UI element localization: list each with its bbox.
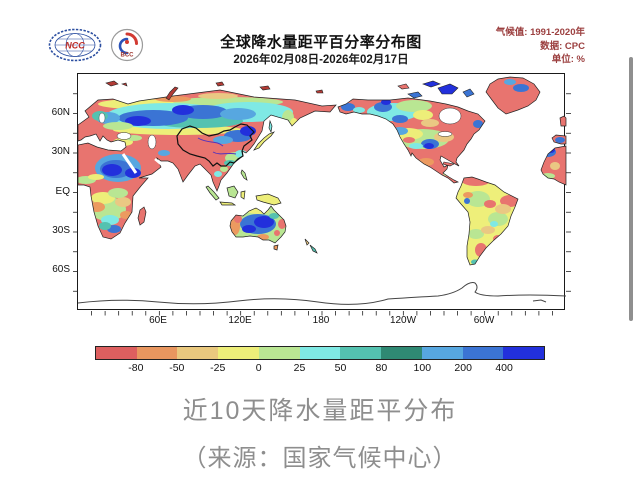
- meta-unit: 单位: %: [551, 54, 585, 65]
- lon-label-120e: 120E: [228, 315, 252, 326]
- colorbar-segment: [177, 347, 219, 359]
- ncc-logo-text: NCC: [65, 41, 85, 51]
- colorbar-segment: [340, 347, 382, 359]
- colorbar: [95, 346, 545, 360]
- world-map-frame: [73, 73, 571, 316]
- colorbar-label: -80: [128, 362, 144, 374]
- meta-data-source: 数据: CPC: [540, 40, 585, 52]
- colorbar-segment: [503, 347, 545, 359]
- colorbar-segment: [421, 347, 463, 359]
- colorbar-label: 50: [334, 362, 347, 374]
- lat-label-30s: 30S: [52, 225, 70, 236]
- lon-label-120w: 120W: [389, 315, 417, 326]
- colorbar-segment: [96, 347, 137, 359]
- meta-climatology: 气候值: 1991-2020年: [495, 27, 585, 38]
- colorbar-segment: [462, 347, 504, 359]
- ncc-logo: NCC: [48, 28, 102, 62]
- colorbar-label: -50: [169, 362, 185, 374]
- page-scrollbar[interactable]: [629, 57, 633, 321]
- colorbar-label: 100: [413, 362, 432, 374]
- colorbar-label: 400: [495, 362, 513, 374]
- lon-label-60w: 60W: [473, 315, 495, 326]
- colorbar-label: 25: [293, 362, 306, 374]
- lon-label-60e: 60E: [149, 315, 167, 326]
- meta-block: 气候值: 1991-2020年 数据: CPC 单位: %: [496, 26, 585, 67]
- lat-label-60n: 60N: [51, 107, 70, 118]
- colorbar-labels: -80 -50 -25 0 25 50 80 100 200 400: [95, 362, 545, 376]
- lon-label-180: 180: [312, 315, 330, 326]
- bcc-logo: BCC: [110, 28, 144, 62]
- colorbar-segment: [381, 347, 422, 359]
- map-title: 全球降水量距平百分率分布图: [220, 34, 422, 51]
- colorbar-label: 0: [255, 362, 262, 374]
- lat-label-30n: 30N: [51, 146, 70, 157]
- map-date-range: 2026年02月08日-2026年02月17日: [233, 54, 409, 66]
- article-source: （来源：国家气候中心）: [182, 445, 458, 472]
- antarctica-coastline: [77, 282, 567, 305]
- bcc-logo-text: BCC: [121, 53, 135, 59]
- china-border-outline: [176, 123, 255, 167]
- colorbar-segment: [299, 347, 341, 359]
- article-caption: 近10天降水量距平分布: [182, 397, 458, 425]
- colorbar-label: 200: [454, 362, 472, 374]
- colorbar-segment: [258, 347, 300, 359]
- colorbar-segment: [218, 347, 259, 359]
- lat-label-60s: 60S: [52, 264, 70, 275]
- logo-row: NCC BCC: [48, 28, 144, 62]
- colorbar-label: -25: [210, 362, 226, 374]
- colorbar-label: 80: [375, 362, 388, 374]
- colorbar-segment: [136, 347, 178, 359]
- lat-label-eq: EQ: [55, 186, 70, 197]
- world-map: [73, 76, 571, 316]
